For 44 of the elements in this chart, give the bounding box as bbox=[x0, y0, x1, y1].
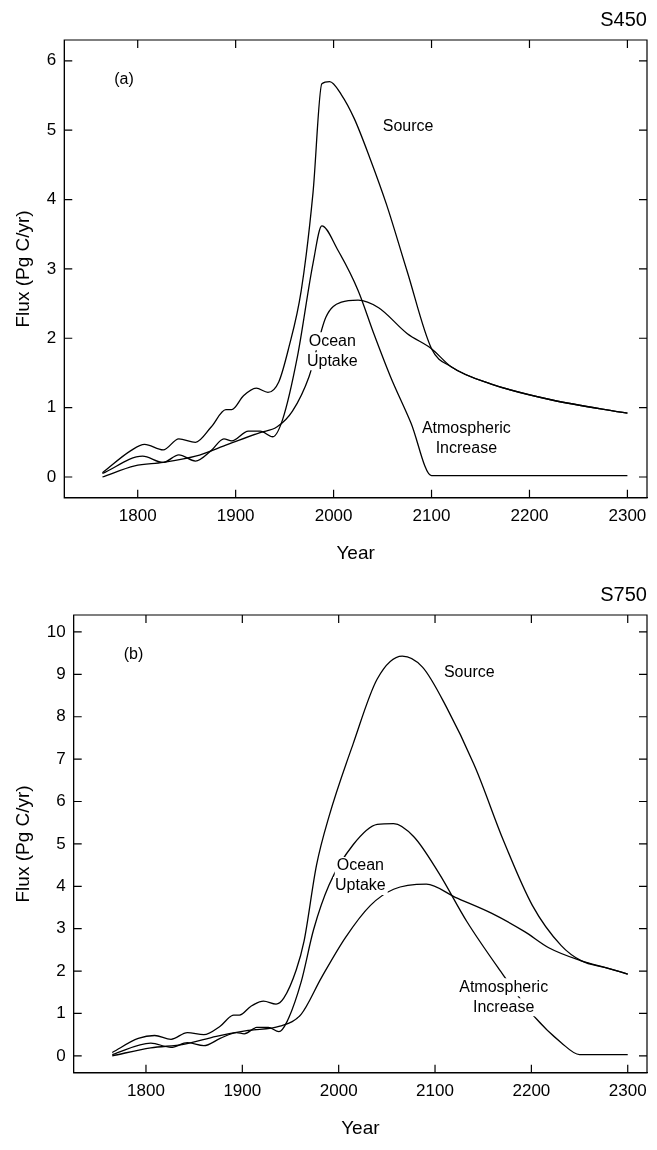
y-tick-label: 3 bbox=[46, 258, 57, 278]
y-axis-title: Flux (Pg C/yr) bbox=[11, 210, 33, 328]
x-tick-label: 2200 bbox=[512, 1080, 551, 1100]
y-tick-label: 2 bbox=[46, 327, 57, 347]
chart-title: S750 bbox=[600, 582, 647, 605]
series-label: Source bbox=[443, 663, 495, 681]
chart-title: S450 bbox=[600, 7, 647, 30]
y-tick-label: 1 bbox=[56, 1003, 66, 1023]
y-tick-label: 0 bbox=[46, 466, 57, 486]
series-label: Source bbox=[382, 117, 434, 135]
y-tick-label: 4 bbox=[46, 189, 57, 209]
y-tick-label: 7 bbox=[56, 748, 66, 768]
y-tick-label: 9 bbox=[56, 664, 66, 684]
x-tick-label: 1800 bbox=[118, 505, 157, 525]
x-tick-label: 2000 bbox=[319, 1080, 358, 1100]
x-tick-label: 2300 bbox=[608, 1080, 647, 1100]
annotation: (b) bbox=[123, 645, 144, 663]
y-tick-label: 10 bbox=[46, 621, 66, 641]
y-tick-label: 5 bbox=[56, 833, 66, 853]
series-label: Ocean Uptake bbox=[335, 856, 386, 894]
x-axis-title: Year bbox=[341, 1116, 381, 1138]
x-axis-title: Year bbox=[336, 541, 376, 563]
series-label: Atmospheric Increase bbox=[459, 977, 549, 1015]
y-tick-label: 5 bbox=[46, 119, 57, 139]
y-tick-label: 1 bbox=[46, 397, 57, 417]
y-tick-label: 2 bbox=[56, 960, 66, 980]
series-label: Atmospheric Increase bbox=[421, 418, 511, 456]
y-tick-label: 6 bbox=[46, 50, 57, 70]
y-tick-label: 4 bbox=[56, 875, 66, 895]
x-tick-label: 2000 bbox=[314, 505, 353, 525]
y-axis-title: Flux (Pg C/yr) bbox=[11, 785, 33, 903]
annotation: (a) bbox=[114, 70, 134, 88]
y-tick-label: 0 bbox=[56, 1045, 66, 1065]
x-tick-label: 2100 bbox=[412, 505, 451, 525]
x-tick-label: 2100 bbox=[416, 1080, 454, 1100]
y-tick-label: 8 bbox=[56, 706, 66, 726]
x-tick-label: 1900 bbox=[216, 505, 255, 525]
y-tick-label: 3 bbox=[56, 918, 66, 938]
x-tick-label: 2300 bbox=[608, 505, 647, 525]
x-tick-label: 1900 bbox=[223, 1080, 262, 1100]
y-tick-label: 6 bbox=[56, 791, 66, 811]
x-tick-label: 2200 bbox=[510, 505, 549, 525]
x-tick-label: 1800 bbox=[127, 1080, 165, 1100]
series-label: Ocean Uptake bbox=[306, 331, 358, 369]
